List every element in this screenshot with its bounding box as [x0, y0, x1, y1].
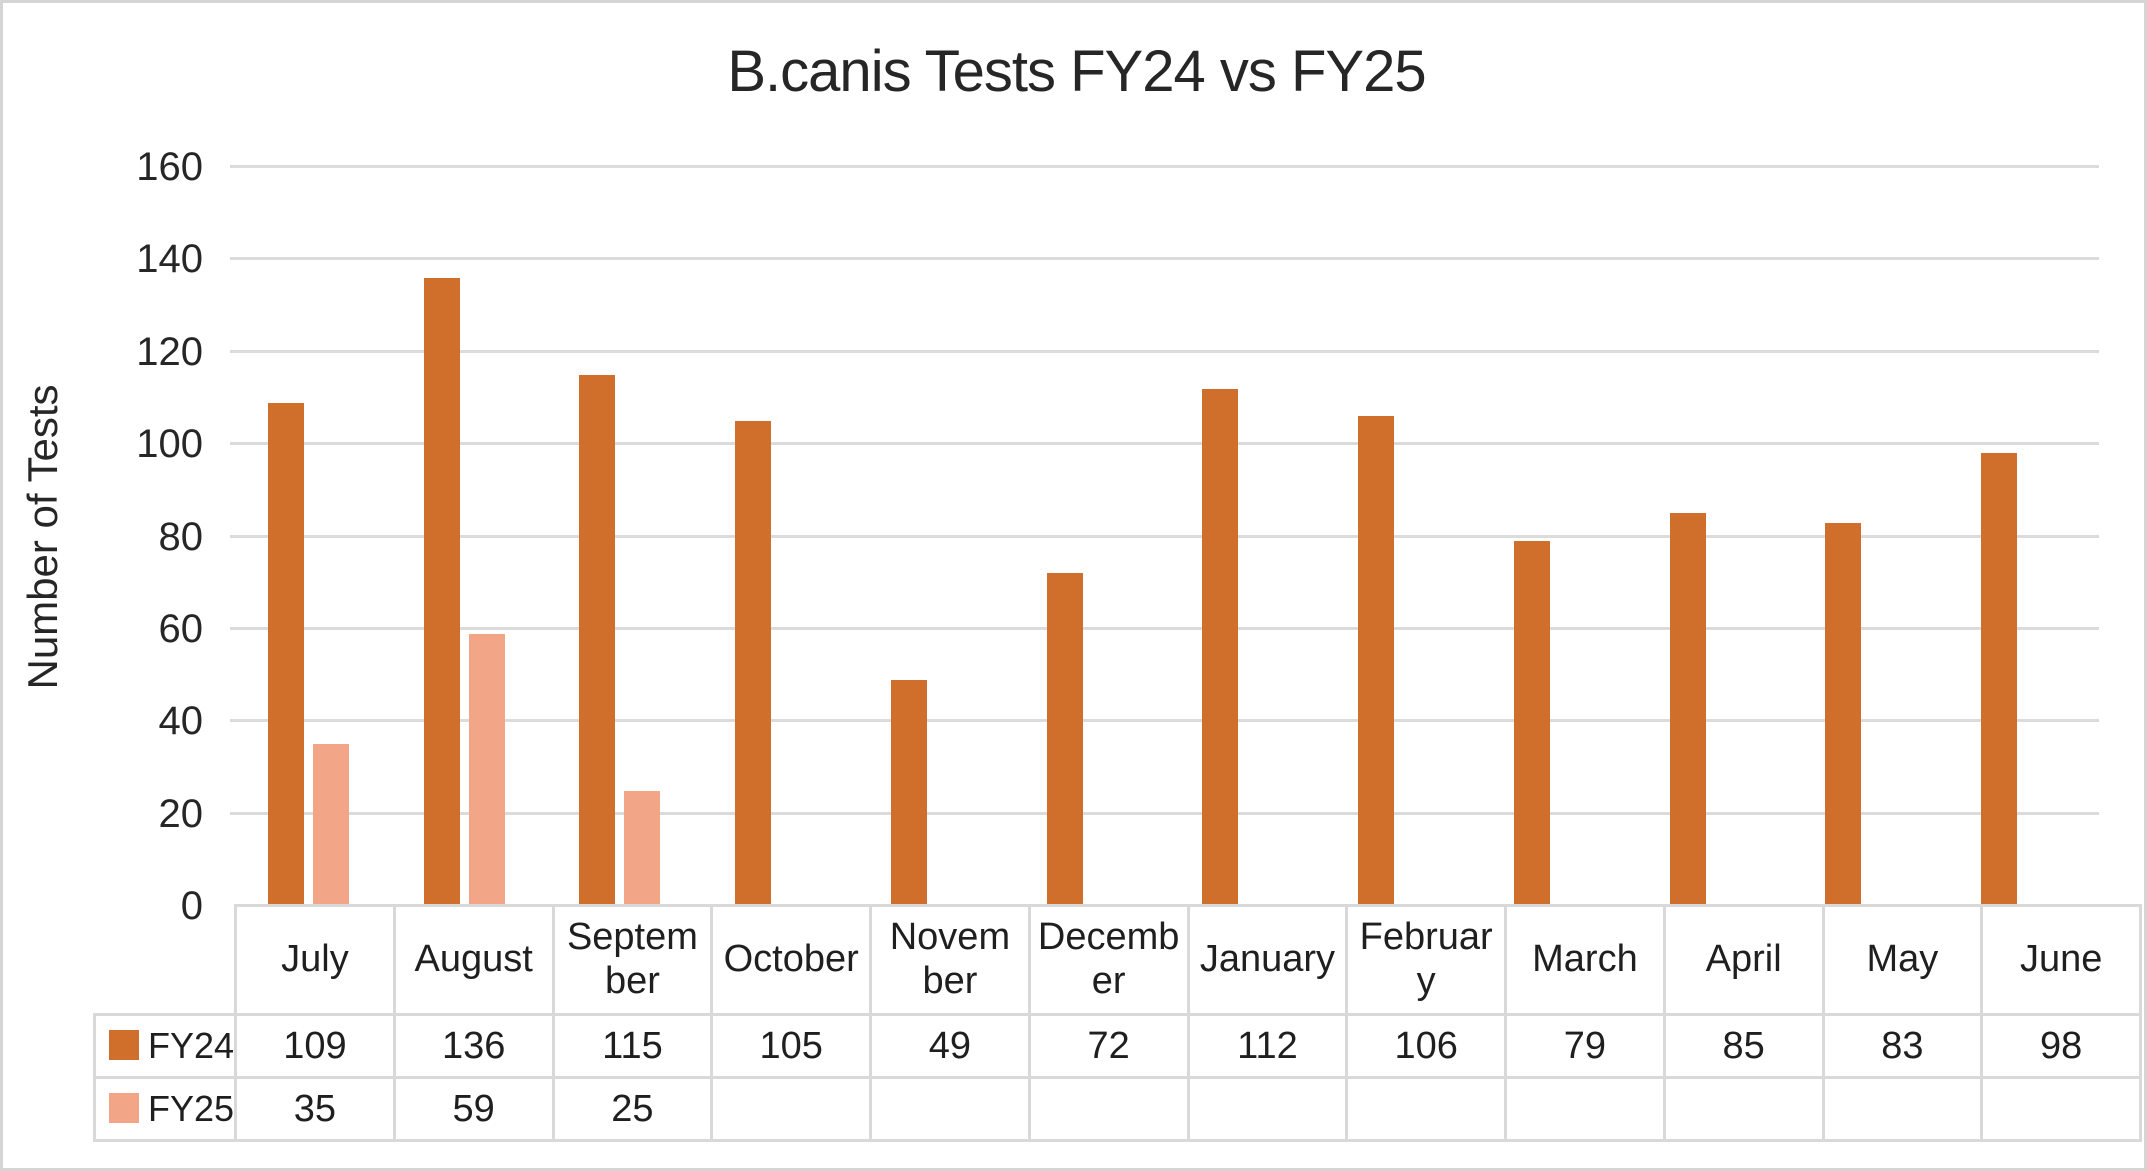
value-fy25-september: 25	[551, 1076, 714, 1142]
value-fy25-december	[1027, 1076, 1190, 1142]
bar-fy24-october	[735, 421, 772, 906]
gridline-100	[230, 442, 2099, 446]
table-row-fy24: FY24 109 136 115 105 49 72 112 106 79 85 83 98	[92, 1013, 2143, 1079]
bar-fy24-november	[890, 679, 927, 906]
month-header-july: July	[234, 904, 396, 1016]
bar-fy24-december	[1046, 573, 1083, 906]
y-tick-160: 160	[136, 145, 203, 189]
gridline-20	[230, 811, 2099, 815]
month-header-november: Novem ber	[869, 904, 1031, 1016]
month-header-february: Februar y	[1345, 904, 1508, 1016]
y-tick-0: 0	[180, 884, 203, 928]
table-row-fy25: FY25 35 59 25	[92, 1076, 2143, 1142]
month-header-october: October	[710, 904, 873, 1016]
bar-fy25-august	[468, 633, 505, 906]
bar-fy24-march	[1513, 541, 1550, 906]
month-header-april: April	[1662, 904, 1825, 1016]
gridline-140	[230, 257, 2099, 261]
value-fy24-january: 112	[1186, 1013, 1349, 1079]
value-fy24-december: 72	[1027, 1013, 1190, 1079]
y-tick-120: 120	[136, 329, 203, 374]
chart-title: B.canis Tests FY24 vs FY25	[727, 39, 1426, 104]
gridline-160	[230, 165, 2099, 168]
bar-fy25-september	[624, 790, 661, 906]
value-fy25-july: 35	[234, 1076, 396, 1142]
bar-fy24-may	[1825, 522, 1862, 906]
legend-label-fy24: FY24	[148, 1025, 235, 1066]
month-header-may: May	[1821, 904, 1984, 1016]
value-fy25-february	[1345, 1076, 1508, 1142]
value-fy25-march	[1504, 1076, 1666, 1142]
value-fy24-april: 85	[1662, 1013, 1825, 1079]
legend-cell-fy25: FY25	[92, 1076, 238, 1142]
y-tick-80: 80	[158, 514, 204, 559]
value-fy24-march: 79	[1504, 1013, 1666, 1079]
bar-fy24-april	[1669, 513, 1706, 906]
y-tick-100: 100	[136, 422, 203, 467]
bar-fy24-august	[423, 277, 460, 906]
value-fy24-august: 136	[392, 1013, 555, 1079]
plot-area	[230, 165, 2099, 906]
bar-fy24-february	[1358, 416, 1395, 906]
value-fy25-june	[1980, 1076, 2143, 1142]
bar-fy24-january	[1202, 388, 1239, 906]
bar-fy24-september	[579, 374, 616, 906]
legend-cell-fy24: FY24	[92, 1013, 238, 1079]
bar-fy25-july	[312, 744, 349, 906]
value-fy24-june: 98	[1980, 1013, 2143, 1079]
value-fy25-november	[869, 1076, 1031, 1142]
y-tick-140: 140	[136, 237, 203, 282]
month-header-december: Decemb er	[1027, 904, 1190, 1016]
month-header-march: March	[1504, 904, 1666, 1016]
bar-fy24-july	[267, 402, 304, 906]
legend-label-fy25: FY25	[148, 1088, 235, 1129]
value-fy24-may: 83	[1821, 1013, 1984, 1079]
value-fy24-february: 106	[1345, 1013, 1508, 1079]
y-tick-20: 20	[158, 791, 204, 836]
value-fy24-november: 49	[869, 1013, 1031, 1079]
value-fy25-january	[1186, 1076, 1349, 1142]
month-header-august: August	[392, 904, 555, 1016]
gridline-80	[230, 534, 2099, 538]
value-fy25-august: 59	[392, 1076, 555, 1142]
month-header-january: January	[1186, 904, 1349, 1016]
data-table: July August Septem ber October Novem ber Dece…	[92, 904, 2143, 1142]
y-tick-40: 40	[158, 699, 204, 744]
month-header-september: Septem ber	[551, 904, 714, 1016]
month-header-june: June	[1980, 904, 2143, 1016]
gridline-60	[230, 626, 2099, 630]
bar-fy24-june	[1981, 453, 2018, 906]
value-fy24-july: 109	[234, 1013, 396, 1079]
value-fy25-october	[710, 1076, 873, 1142]
gridline-120	[230, 349, 2099, 353]
value-fy25-may	[1821, 1076, 1984, 1142]
value-fy24-october: 105	[710, 1013, 873, 1079]
table-corner-cell	[95, 906, 236, 1015]
table-header-row: July August Septem ber October Novem ber Dece…	[95, 904, 2143, 1016]
legend-swatch-fy24	[109, 1030, 139, 1060]
y-tick-60: 60	[158, 606, 204, 651]
legend-swatch-fy25	[109, 1093, 139, 1123]
value-fy25-april	[1662, 1076, 1825, 1142]
value-fy24-september: 115	[551, 1013, 714, 1079]
gridline-40	[230, 719, 2099, 723]
